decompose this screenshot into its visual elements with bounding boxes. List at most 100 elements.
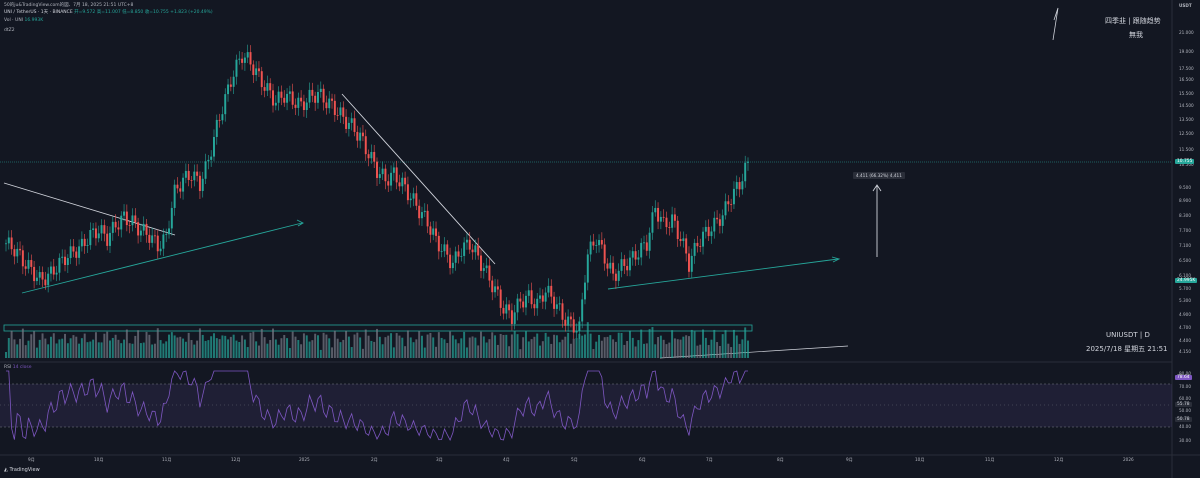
symbol-legend[interactable]: UNI / TetherUS · 1天 · BINANCE 开=9.572 高=…	[4, 9, 213, 15]
volume-bar	[730, 347, 733, 358]
candle-body	[418, 205, 421, 219]
volume-bar	[333, 330, 336, 358]
volume-bar	[111, 337, 114, 358]
volume-bar	[44, 338, 47, 358]
ohlc-values: 开=9.572 高=11.007 低=8.850 收=10.755 +1.823…	[74, 10, 213, 15]
candle-body	[215, 119, 218, 137]
volume-bar	[555, 335, 558, 358]
volume-bar	[277, 344, 280, 358]
candle-body	[173, 184, 176, 208]
candle-body	[89, 230, 92, 246]
currency-label[interactable]: USDT	[1179, 3, 1192, 8]
candle-body	[390, 172, 393, 186]
volume-bar	[255, 341, 258, 358]
volume-bar	[662, 339, 665, 358]
extra-indicator-label[interactable]: dtZ2	[4, 28, 15, 33]
time-label: 12月	[231, 457, 241, 462]
candle-body	[716, 217, 719, 220]
volume-bar	[747, 340, 749, 358]
volume-bar	[682, 336, 685, 358]
volume-bar	[311, 340, 314, 358]
candle-body	[210, 156, 213, 160]
volume-bar	[137, 330, 140, 358]
symbol-label[interactable]: UNI / TetherUS · 1天 · BINANCE	[4, 10, 73, 15]
volume-bar	[420, 335, 423, 358]
volume-bar	[626, 340, 629, 358]
volume-bar	[123, 339, 126, 358]
uptrend-line-1	[21, 222, 303, 294]
candle-body	[387, 181, 390, 186]
volume-bar	[86, 342, 89, 358]
candle-body	[477, 245, 480, 256]
candle-body	[19, 248, 22, 251]
candle-body	[204, 161, 207, 179]
candle-body	[614, 273, 617, 281]
volume-bar	[156, 328, 159, 358]
candle-body	[412, 193, 415, 199]
candle-body	[5, 243, 7, 245]
volume-bar	[33, 331, 36, 358]
volume-bar	[648, 329, 651, 358]
volume-bar	[5, 352, 7, 358]
candle-body	[196, 171, 199, 176]
volume-bar	[699, 344, 702, 358]
candle-body	[626, 265, 629, 271]
candle-body	[153, 235, 156, 237]
candle-body	[499, 289, 502, 308]
candle-body	[564, 319, 567, 326]
candle-body	[662, 216, 665, 218]
time-label: 9月	[28, 457, 35, 462]
volume-bar	[465, 347, 468, 358]
volume-bar	[575, 338, 578, 358]
volume-bar	[373, 341, 376, 358]
volume-bar	[347, 336, 350, 358]
candle-body	[94, 228, 97, 239]
candle-body	[69, 246, 72, 259]
candle-body	[232, 76, 235, 87]
volume-bar	[103, 333, 106, 358]
price-tick: 11.500	[1179, 147, 1194, 152]
volume-bar	[423, 347, 426, 358]
time-label: 6月	[639, 457, 646, 462]
tradingview-logo[interactable]: ◭ TradingView	[4, 467, 40, 473]
price-tick: 10.500	[1179, 162, 1194, 167]
time-label: 12月	[1054, 457, 1064, 462]
rsi-legend[interactable]: RSI 14 close	[4, 365, 32, 370]
uptrend-arrowhead-2	[831, 256, 841, 263]
volume-bar	[302, 333, 305, 358]
candle-body	[609, 262, 612, 269]
candle-body	[730, 204, 733, 206]
candle-body	[151, 235, 154, 243]
candle-body	[179, 188, 182, 192]
volume-bar	[198, 328, 201, 358]
volume-bar	[263, 337, 266, 358]
candle-body	[86, 245, 89, 247]
candle-body	[347, 122, 350, 129]
volume-bar	[283, 335, 286, 358]
volume-bar	[260, 328, 263, 358]
volume-bar	[432, 337, 435, 358]
candle-body	[322, 88, 325, 103]
candle-body	[331, 98, 334, 101]
candle-body	[311, 89, 314, 96]
volume-bar	[553, 334, 556, 358]
volume-bar	[109, 340, 111, 358]
candle-body	[109, 232, 111, 246]
candle-body	[440, 251, 443, 252]
volume-bar	[398, 335, 401, 358]
volume-legend[interactable]: Vol · UNI 16.993K	[4, 18, 43, 23]
volume-bar	[589, 333, 592, 358]
candle-body	[184, 170, 187, 178]
price-tick: 15.500	[1179, 91, 1194, 96]
volume-bar	[685, 335, 688, 358]
candle-body	[64, 256, 67, 266]
volume-bar	[58, 339, 61, 358]
volume-bar	[539, 345, 541, 358]
price-tick: 4.150	[1179, 349, 1191, 354]
candle-body	[651, 212, 654, 233]
candle-body	[724, 201, 727, 216]
candle-body	[671, 214, 674, 228]
volume-bar	[16, 344, 19, 358]
candle-body	[710, 231, 713, 237]
